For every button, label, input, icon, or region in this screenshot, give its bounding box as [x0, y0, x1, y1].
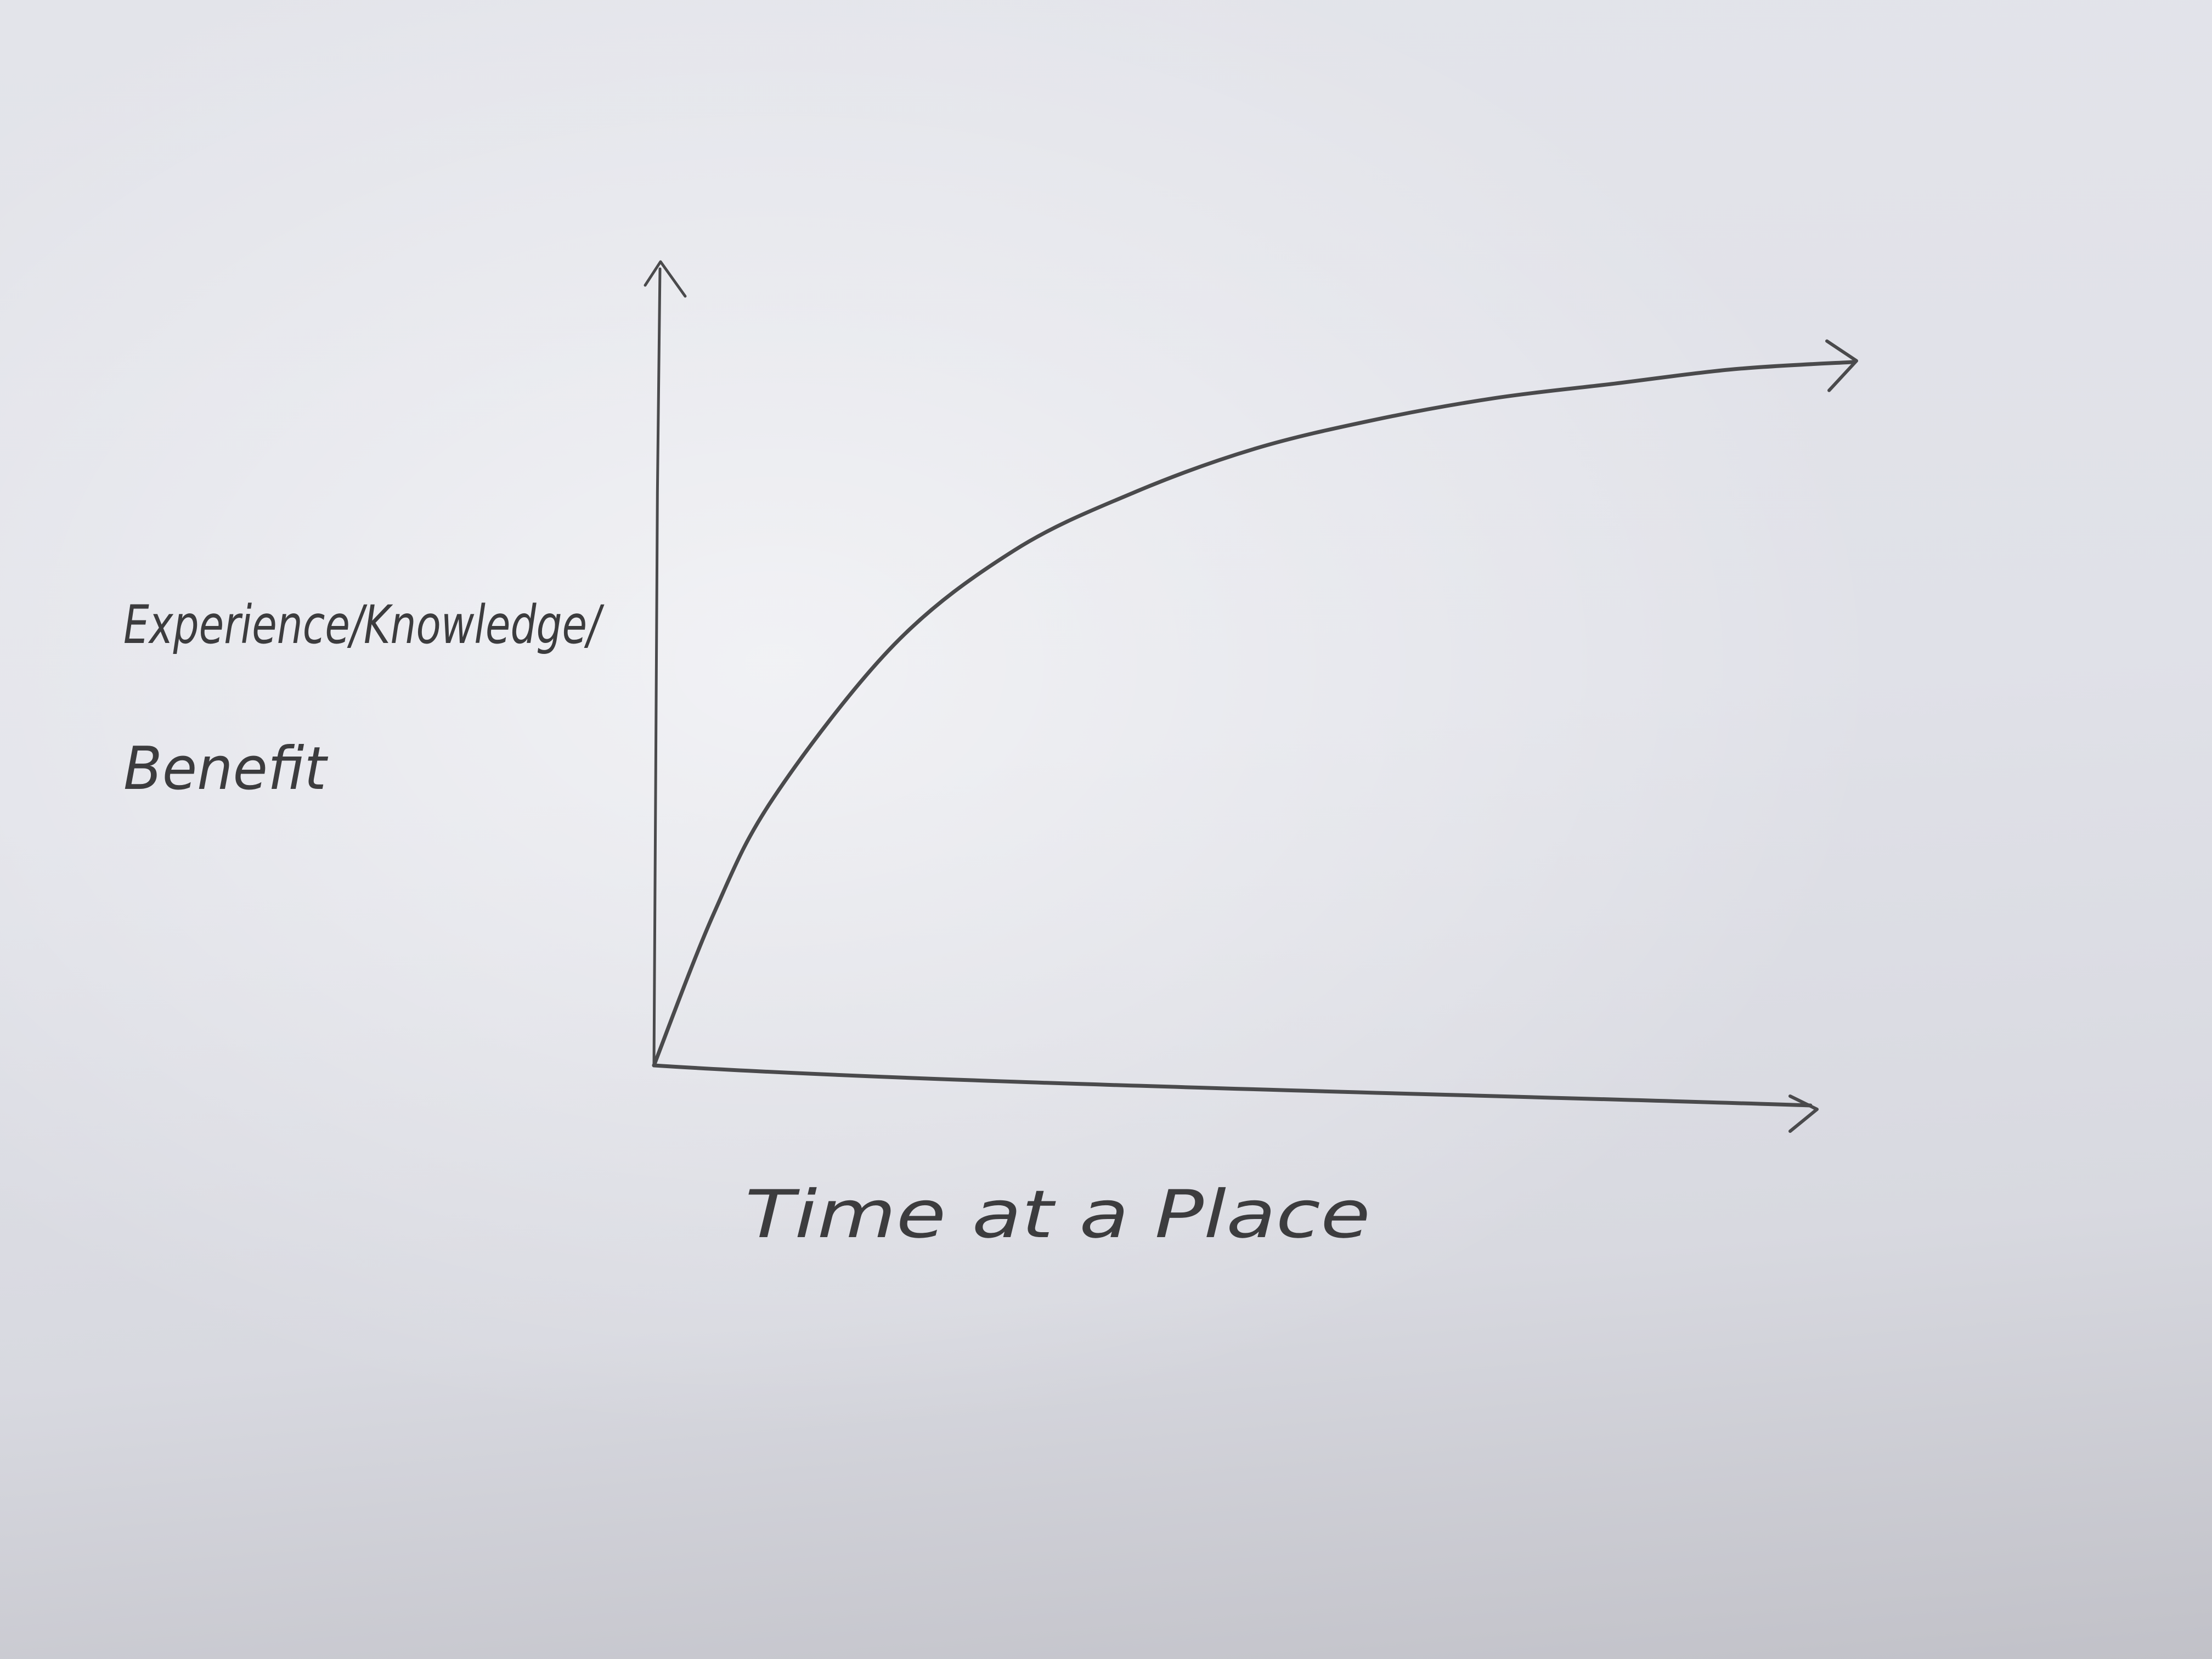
x-axis-label: Time at a Place [745, 1177, 1370, 1253]
y-axis-arrowhead [644, 260, 687, 298]
series-line [652, 360, 1857, 1068]
x-axis-arrowhead [1788, 1094, 1819, 1133]
y-axis-label-line-2: Benefit [123, 735, 328, 803]
y-axis-line [652, 267, 662, 1067]
series-line-arrowhead [1825, 339, 1858, 392]
y-axis-label-line-1: Experience/Knowledge/ [123, 594, 605, 656]
x-axis-line [652, 1063, 1813, 1108]
